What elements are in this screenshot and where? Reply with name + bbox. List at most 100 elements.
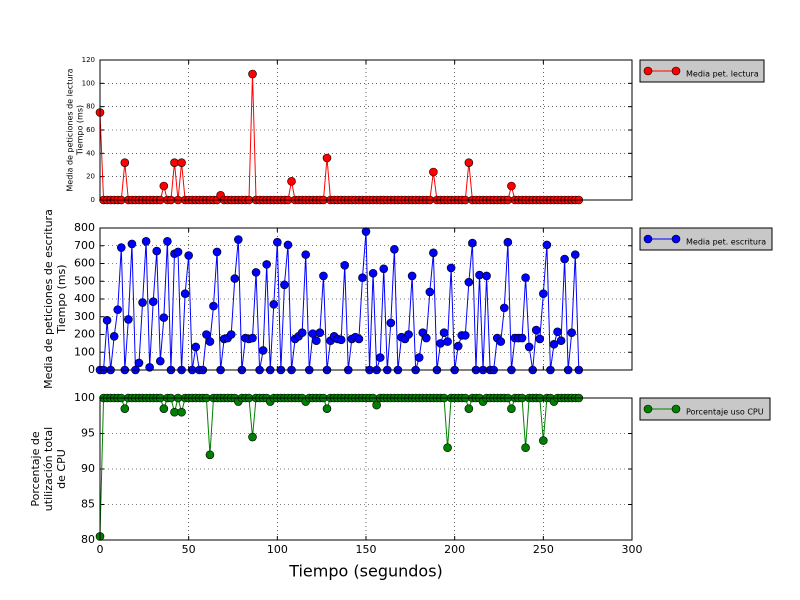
data-point bbox=[439, 328, 449, 338]
x-axis-label: Tiempo (segundos) bbox=[288, 562, 443, 581]
legend-box bbox=[639, 227, 773, 251]
data-point bbox=[159, 313, 169, 322]
data-point bbox=[134, 358, 144, 368]
data-point bbox=[340, 260, 350, 270]
data-point bbox=[251, 268, 261, 277]
y-tick-label: 800 bbox=[74, 221, 95, 234]
y-tick-label: 200 bbox=[74, 328, 95, 341]
x-tick-label: 150 bbox=[356, 543, 377, 556]
y-tick-label: 95 bbox=[81, 427, 95, 440]
data-point bbox=[539, 289, 548, 298]
data-point bbox=[109, 331, 119, 341]
data-point bbox=[308, 329, 318, 338]
data-point bbox=[205, 450, 215, 460]
data-point bbox=[556, 336, 566, 346]
y-tick-label: 80 bbox=[86, 103, 95, 111]
y-axis-label: Tiempo (ms) bbox=[76, 105, 85, 156]
data-point bbox=[248, 432, 257, 442]
data-point bbox=[375, 353, 385, 362]
data-point bbox=[358, 273, 367, 283]
data-point bbox=[553, 327, 562, 337]
y-tick-label: 100 bbox=[82, 79, 95, 87]
data-point bbox=[482, 271, 491, 281]
data-point bbox=[521, 443, 530, 453]
y-tick-label: 120 bbox=[82, 56, 95, 64]
data-point bbox=[372, 400, 381, 410]
series-line bbox=[99, 73, 579, 201]
y-axis-label: de CPU bbox=[55, 449, 68, 489]
plot-frame bbox=[99, 227, 633, 371]
legend-marker bbox=[671, 234, 681, 244]
data-point bbox=[180, 289, 190, 298]
plot-frame bbox=[99, 59, 633, 201]
data-point bbox=[148, 297, 158, 306]
legend-marker bbox=[671, 66, 681, 76]
data-point bbox=[507, 181, 516, 191]
legend-label: Media pet. lectura bbox=[686, 70, 759, 79]
y-tick-label: 300 bbox=[74, 310, 95, 323]
x-tick-label: 100 bbox=[267, 543, 288, 556]
y-axis-label: Porcentaje de bbox=[29, 431, 42, 506]
data-point bbox=[354, 334, 364, 344]
data-point bbox=[461, 331, 470, 340]
legend-label: Media pet. escritura bbox=[686, 238, 766, 247]
data-point bbox=[386, 318, 396, 328]
data-point bbox=[570, 250, 580, 259]
data-point bbox=[248, 69, 257, 79]
y-tick-label: 40 bbox=[86, 149, 95, 157]
y-tick-label: 100 bbox=[74, 345, 95, 358]
y-tick-label: 85 bbox=[81, 498, 95, 511]
data-point bbox=[297, 328, 307, 338]
data-point bbox=[159, 181, 169, 191]
x-tick-label: 50 bbox=[182, 543, 196, 556]
data-point bbox=[404, 330, 413, 339]
data-point bbox=[258, 346, 268, 355]
legend-label: Porcentaje uso CPU bbox=[686, 408, 764, 417]
y-axis-label: Tiempo (ms) bbox=[55, 264, 68, 334]
y-tick-label: 700 bbox=[74, 239, 95, 252]
data-point bbox=[141, 237, 151, 246]
y-tick-label: 60 bbox=[86, 126, 95, 134]
data-point bbox=[496, 337, 506, 346]
data-point bbox=[542, 240, 552, 250]
data-point bbox=[446, 263, 456, 273]
y-axis-label: utilización total bbox=[42, 427, 55, 511]
data-point bbox=[531, 325, 541, 335]
data-point bbox=[102, 315, 112, 325]
data-point bbox=[549, 339, 559, 349]
data-point bbox=[414, 353, 424, 362]
data-point bbox=[234, 235, 243, 244]
data-point bbox=[368, 268, 378, 278]
data-point bbox=[127, 239, 137, 249]
data-point bbox=[319, 271, 328, 281]
data-point bbox=[361, 227, 371, 236]
data-point bbox=[283, 240, 293, 250]
y-axis-label: Media de peticiones de escritura bbox=[42, 209, 55, 389]
data-point bbox=[443, 337, 452, 346]
data-point bbox=[315, 328, 325, 338]
legend-marker bbox=[643, 234, 653, 244]
data-point bbox=[124, 315, 133, 324]
data-point bbox=[173, 247, 183, 257]
data-point bbox=[464, 277, 474, 287]
data-point bbox=[475, 270, 484, 280]
legend-box bbox=[639, 397, 771, 421]
data-point bbox=[209, 301, 218, 311]
data-point bbox=[116, 243, 126, 252]
x-tick-label: 300 bbox=[622, 543, 643, 556]
x-tick-label: 200 bbox=[444, 543, 465, 556]
data-point bbox=[539, 436, 548, 445]
data-point bbox=[443, 443, 452, 453]
data-point bbox=[524, 342, 534, 352]
legend-box bbox=[639, 59, 765, 83]
data-point bbox=[269, 300, 279, 309]
data-point bbox=[567, 328, 577, 338]
data-point bbox=[429, 167, 438, 177]
data-point bbox=[322, 153, 332, 163]
data-point bbox=[202, 330, 211, 339]
data-point bbox=[152, 246, 162, 256]
data-point bbox=[436, 339, 445, 348]
data-point bbox=[273, 237, 282, 247]
y-axis-label: Media de peticiones de lectura bbox=[66, 68, 75, 191]
data-point bbox=[464, 404, 474, 413]
